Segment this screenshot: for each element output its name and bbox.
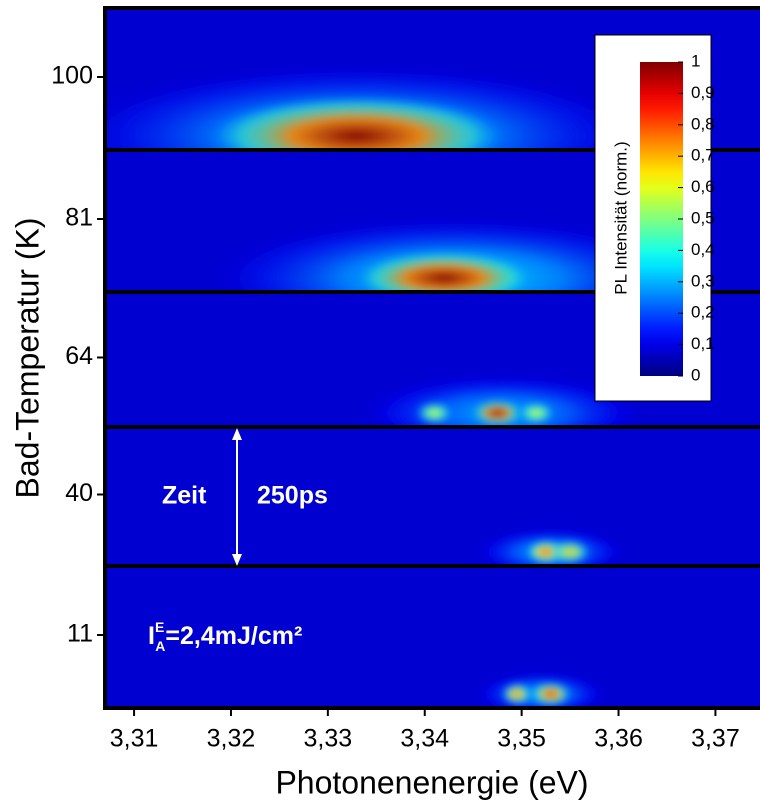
x-tick-label: 3,35 [497,725,546,753]
emission-peak [211,97,503,150]
emission-peak [473,400,522,426]
fluence-symbol: I [148,622,155,650]
annotation-duration: 250ps [257,482,328,510]
emission-peak [531,682,571,706]
colorbar-tick-label: 0,6 [691,177,715,196]
colorbar-tick-label: 0,4 [691,240,715,259]
fluence-sub: A [155,638,165,654]
x-tick-label: 3,37 [691,725,740,753]
fluence-text: =2,4mJ/cm² [165,622,302,650]
x-tick-label: 3,32 [207,725,256,753]
x-tick-label: 3,31 [110,725,159,753]
colorbar-tick-label: 0,1 [691,334,715,353]
colorbar-tick-label: 1 [691,51,700,70]
annotation-time: Zeit [162,482,207,510]
colorbar [640,62,683,376]
emission-peak [550,540,590,564]
emission-peak [516,401,556,425]
panel-background [105,427,760,566]
y-axis-label: Bad-Temperatur (K) [9,218,45,499]
y-tick-label: 64 [65,342,93,370]
x-axis-label: Photonenenergie (eV) [275,764,588,800]
emission-peak [502,683,532,705]
x-tick-label: 3,34 [400,725,449,753]
emission-peak [356,251,532,292]
colorbar-tick-label: 0,9 [691,83,715,102]
colorbar-label: PL Intensität (norm.) [611,141,630,294]
overlay: 3,31 3,32 3,33 3,34 3,35 3,36 3,37 100 81 64 40 11 P… [9,6,760,800]
colorbar-tick-label: 0,5 [691,208,715,227]
y-tick-label: 11 [67,620,93,648]
x-tick-label: 3,36 [594,725,643,753]
colorbar-tick-label: 0,7 [691,146,715,165]
x-tick-label: 3,33 [304,725,353,753]
fluence-sup: E [155,619,164,635]
panel [105,427,760,566]
y-tick-label: 40 [65,479,93,507]
panel [105,566,760,708]
annotation-fluence: IE A=2,4mJ/cm² [148,619,302,654]
colorbar-tick-label: 0,3 [691,271,715,290]
panel-background [105,566,760,708]
emission-peak [415,401,454,425]
y-tick-label: 100 [51,62,93,90]
colorbar-tick-label: 0 [691,365,700,384]
plot-area [105,8,760,708]
y-tick-label: 81 [65,204,93,232]
colorbar-tick-label: 0,8 [691,114,715,133]
colorbar-tick-label: 0,2 [691,303,715,322]
